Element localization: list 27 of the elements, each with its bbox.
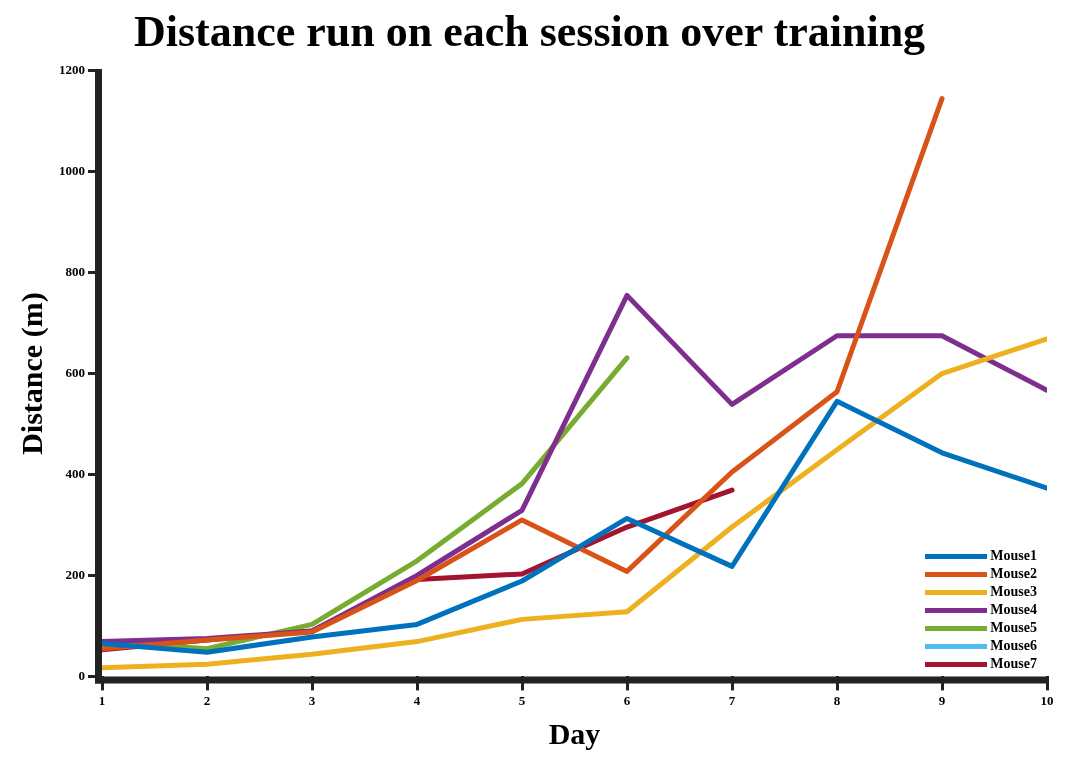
x-tick-label: 1 (98, 692, 106, 708)
x-tick-label: 2 (203, 692, 211, 708)
y-tick-label: 600 (65, 364, 85, 380)
y-tick-label: 1200 (59, 62, 85, 78)
y-tick-label: 1000 (59, 163, 85, 179)
x-axis-title: Day (548, 716, 601, 750)
legend-label: Mouse7 (990, 655, 1037, 673)
x-tick-label: 3 (308, 692, 316, 708)
x-tick-label: 10 (1040, 692, 1054, 708)
x-tick-label: 5 (518, 692, 526, 708)
legend-label: Mouse5 (990, 619, 1037, 637)
chart-title: Distance run on each session over training (133, 6, 926, 56)
legend-label: Mouse2 (990, 565, 1037, 583)
legend-label: Mouse6 (990, 637, 1037, 655)
x-tick-label: 4 (413, 692, 421, 708)
y-tick-label: 200 (65, 566, 85, 582)
x-tick-label: 7 (728, 692, 736, 708)
x-tick-label: 8 (833, 692, 841, 708)
legend-label: Mouse3 (990, 583, 1037, 601)
y-tick-label: 400 (65, 465, 85, 481)
x-tick-label: 9 (938, 692, 946, 708)
y-tick-label: 0 (78, 667, 85, 683)
legend-label: Mouse1 (990, 547, 1037, 565)
y-tick-label: 800 (65, 264, 85, 280)
legend-label: Mouse4 (990, 601, 1037, 619)
y-axis-title: Distance (m) (14, 292, 49, 455)
x-tick-label: 6 (623, 692, 631, 708)
